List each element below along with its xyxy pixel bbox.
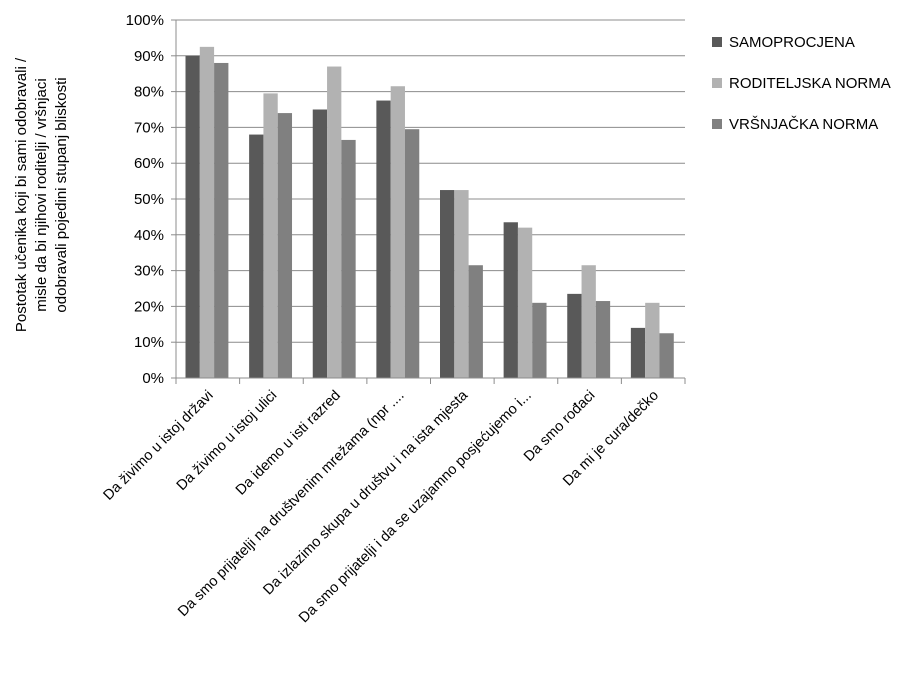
x-category-label: Da živimo u istoj državi (100, 388, 216, 504)
bar (185, 55, 200, 379)
y-tick-labels: 0% 10% 20% 30% 40% 50% 60% 70% 80% 90% 100% (126, 12, 164, 387)
x-category-label: Da smo prijatelji na društvenim mrežama … (175, 388, 407, 620)
legend-swatch (712, 119, 722, 129)
bar (263, 93, 278, 378)
y-axis-title-line: Postotak učenika koji bi sami odobravali… (13, 57, 30, 332)
y-tick-label: 50% (134, 191, 164, 208)
legend-swatch (712, 37, 722, 47)
legend: SAMOPROCJENA RODITELJSKA NORMA VRŠNJAČKA N… (712, 34, 891, 133)
bar (581, 265, 596, 378)
bar (567, 293, 582, 378)
bar (199, 46, 215, 378)
bar (630, 327, 646, 378)
y-tick-label: 60% (134, 155, 164, 172)
legend-swatch (712, 78, 722, 88)
y-axis-title: Postotak učenika koji bi sami odobravali… (13, 57, 70, 332)
y-axis-title-line: odobravali pojedini stupanj bliskosti (53, 77, 70, 312)
legend-label: SAMOPROCJENA (729, 34, 855, 51)
y-tick-label: 20% (134, 298, 164, 315)
bar (312, 109, 328, 378)
bar (214, 62, 229, 379)
y-axis-title-line: misle da bi njihovi roditelji / vršnjaci (33, 78, 50, 311)
legend-label: RODITELJSKA NORMA (729, 75, 891, 92)
axes (171, 19, 686, 384)
y-tick-label: 30% (134, 263, 164, 280)
legend-label: VRŠNJAČKA NORMA (729, 116, 878, 133)
y-tick-label: 100% (126, 12, 164, 29)
bar (440, 190, 455, 378)
bar (468, 265, 483, 378)
bar (390, 86, 405, 378)
bar (595, 301, 611, 378)
y-tick-label: 70% (134, 119, 164, 136)
bar (376, 100, 391, 379)
y-tick-label: 0% (142, 370, 164, 387)
x-category-label: Da idemo u isti razred (233, 388, 344, 499)
bar (503, 222, 518, 378)
bar (532, 302, 547, 378)
bar (341, 139, 356, 378)
bar (645, 302, 660, 378)
bars (185, 46, 674, 379)
bar (249, 134, 264, 378)
bar (517, 227, 533, 378)
bar (404, 129, 420, 378)
bar (659, 333, 674, 378)
bar (454, 190, 469, 378)
y-tick-label: 40% (134, 227, 164, 244)
bar (327, 66, 342, 378)
y-tick-label: 80% (134, 84, 164, 101)
bar (277, 113, 293, 378)
y-tick-label: 10% (134, 334, 164, 351)
y-tick-label: 90% (134, 48, 164, 65)
x-category-label: Da smo prijatelji i da se uzajamno posje… (296, 388, 535, 627)
